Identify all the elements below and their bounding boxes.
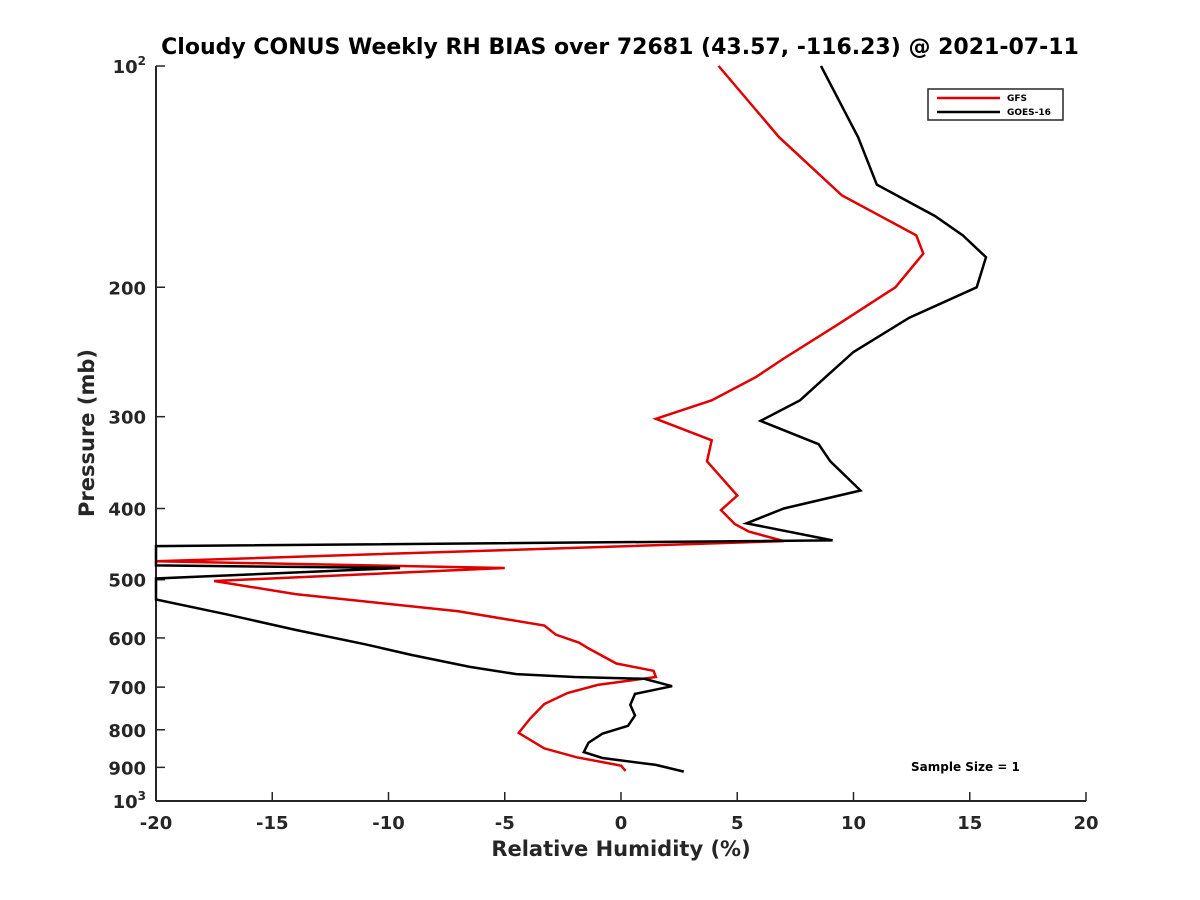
series-layer [154, 65, 988, 773]
x-axis-label: Relative Humidity (%) [491, 837, 750, 861]
series-line-gfs [155, 65, 925, 772]
y-axis-label: Pressure (mb) [75, 349, 99, 517]
x-tick-label: 0 [615, 813, 628, 834]
legend-label: GFS [1007, 94, 1027, 104]
y-tick-label: 400 [108, 500, 146, 521]
x-tick-label: 10 [841, 813, 866, 834]
x-tick-label: 5 [731, 813, 744, 834]
series-line-goes-16 [154, 65, 988, 773]
y-tick-label: 200 [108, 278, 146, 299]
y-tick-exponent: 2 [138, 54, 146, 68]
x-ticks: -20 -15 -10 -5 0 5 10 15 20 [140, 792, 1099, 834]
x-tick-label: -5 [495, 813, 515, 834]
y-tick-label: 600 [108, 629, 146, 650]
y-tick-label: 102 [113, 54, 146, 78]
y-tick-label: 700 [108, 678, 146, 699]
y-tick-label: 800 [108, 721, 146, 742]
y-tick-base: 10 [113, 57, 138, 78]
legend-entries: GFS GOES-16 [937, 94, 1051, 118]
x-tick-label: -15 [256, 813, 289, 834]
chart-title: Cloudy CONUS Weekly RH BIAS over 72681 (… [161, 35, 1079, 60]
x-tick-label: -10 [372, 813, 405, 834]
x-tick-label: -20 [140, 813, 173, 834]
legend: GFS GOES-16 [927, 88, 1064, 121]
y-tick-label: 300 [108, 408, 146, 429]
y-tick-label: 900 [108, 758, 146, 779]
x-tick-label: 15 [957, 813, 982, 834]
y-tick-label: 103 [113, 789, 146, 813]
y-tick-label: 500 [108, 571, 146, 592]
legend-box [927, 88, 1064, 121]
y-tick-base: 10 [113, 792, 138, 813]
plot-area: -20 -15 -10 -5 0 5 10 15 20 10220030040050060070… [108, 54, 1098, 834]
x-tick-label: 20 [1073, 813, 1098, 834]
legend-label: GOES-16 [1007, 108, 1051, 118]
y-tick-exponent: 3 [138, 789, 146, 803]
sample-size-annotation: Sample Size = 1 [911, 760, 1020, 774]
